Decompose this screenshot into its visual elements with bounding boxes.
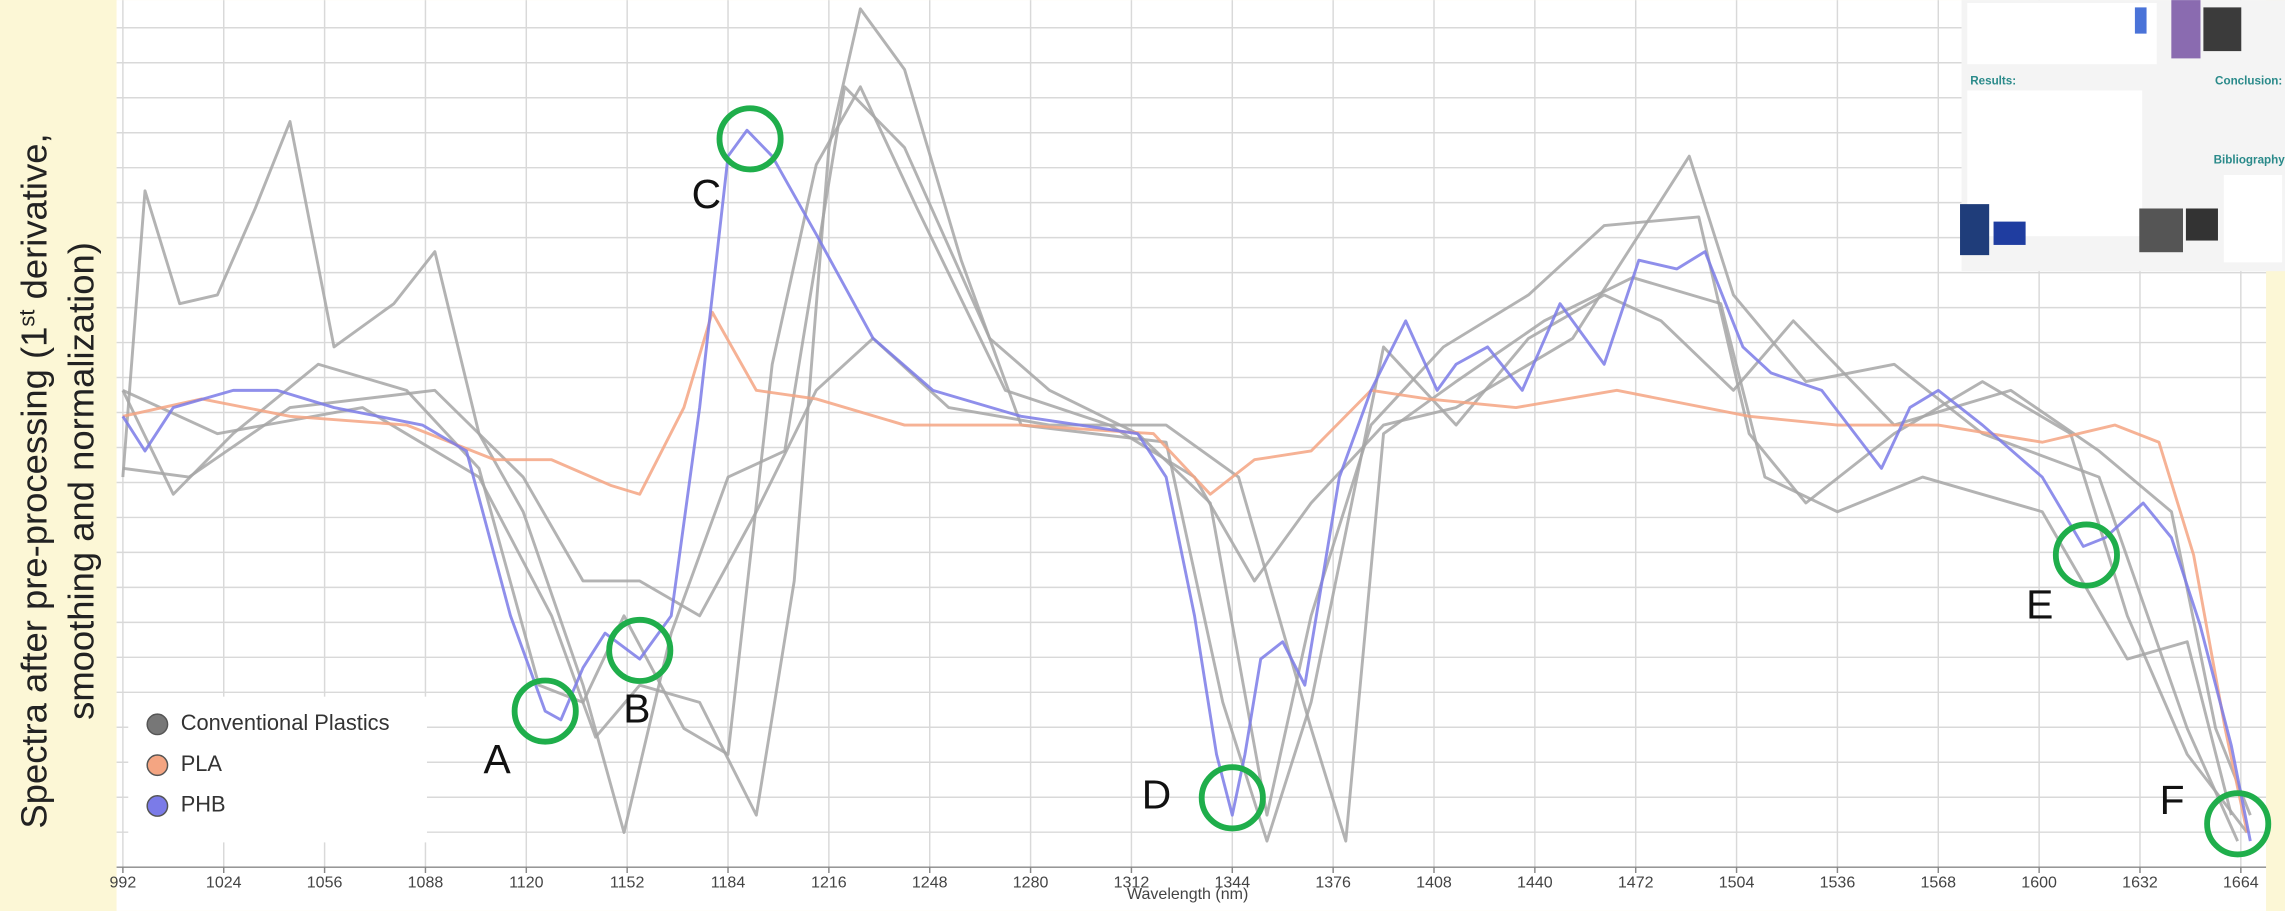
legend-label: PLA [181, 751, 223, 776]
x-tick-label: 1056 [307, 873, 343, 891]
x-tick-label: 1472 [1618, 873, 1654, 891]
x-tick-label: 1248 [912, 873, 948, 891]
plot-area [117, 0, 2266, 911]
y-label-line: smoothing and normalization) [60, 242, 101, 720]
x-tick-label: 1664 [2223, 873, 2259, 891]
inset-logo [1960, 204, 1989, 255]
chart: Wavelength (nm) Spectra after pre-proces… [0, 0, 2285, 911]
x-tick-label: 1280 [1013, 873, 1049, 891]
legend-marker [147, 755, 167, 775]
annotation-label: E [2026, 581, 2053, 627]
x-tick-label: 1088 [408, 873, 444, 891]
x-tick-label: 992 [110, 873, 137, 891]
inset-panel [1967, 3, 2156, 64]
x-tick-label: 1536 [1820, 873, 1856, 891]
annotation-label: D [1142, 772, 1171, 818]
x-tick-label: 1216 [811, 873, 847, 891]
x-tick-label: 1344 [1214, 873, 1250, 891]
y-label-part: Spectra after pre-processing (1 [14, 327, 55, 829]
inset-chart [1967, 90, 2142, 236]
legend-marker [147, 796, 167, 816]
y-label-part: derivative, [14, 133, 55, 299]
inset-text-block [2224, 175, 2282, 262]
inset-flag [1994, 222, 2026, 245]
annotation-label: C [692, 171, 721, 217]
legend-label: PHB [181, 792, 226, 817]
inset-qr [2186, 208, 2218, 240]
x-tick-label: 1312 [1114, 873, 1150, 891]
annotation-label: F [2160, 777, 2185, 823]
x-tick-label: 1024 [206, 873, 242, 891]
x-tick-label: 1120 [509, 873, 544, 891]
y-label-line: Spectra after pre-processing (1st derivat… [14, 133, 55, 828]
x-tick-label: 1568 [1920, 873, 1956, 891]
legend: Conventional Plastics PLA PHB [128, 697, 427, 843]
legend-label: Conventional Plastics [181, 710, 390, 735]
inset-photo [2203, 7, 2241, 51]
x-tick-label: 1376 [1315, 873, 1351, 891]
x-tick-label: 1504 [1719, 873, 1755, 891]
x-tick-label: 1152 [610, 873, 645, 891]
inset-photo [2139, 208, 2183, 252]
annotation-label: B [623, 685, 650, 731]
x-tick-label: 1184 [711, 873, 746, 891]
x-tick-label: 1408 [1416, 873, 1452, 891]
y-label-sup: st [14, 310, 39, 327]
inset-icon [2135, 7, 2147, 33]
annotation-label: A [484, 736, 512, 782]
x-tick-label: 1440 [1517, 873, 1553, 891]
x-tick-label: 1632 [2122, 873, 2158, 891]
inset-thumbnail: Results: Conclusion: Bibliography: [1960, 0, 2285, 271]
x-tick-label: 1600 [2021, 873, 2057, 891]
legend-marker [147, 714, 167, 734]
inset-photo [2171, 0, 2200, 58]
inset-heading: Bibliography: [2214, 153, 2285, 166]
inset-heading: Results: [1970, 75, 2016, 88]
inset-heading: Conclusion: [2215, 75, 2282, 88]
